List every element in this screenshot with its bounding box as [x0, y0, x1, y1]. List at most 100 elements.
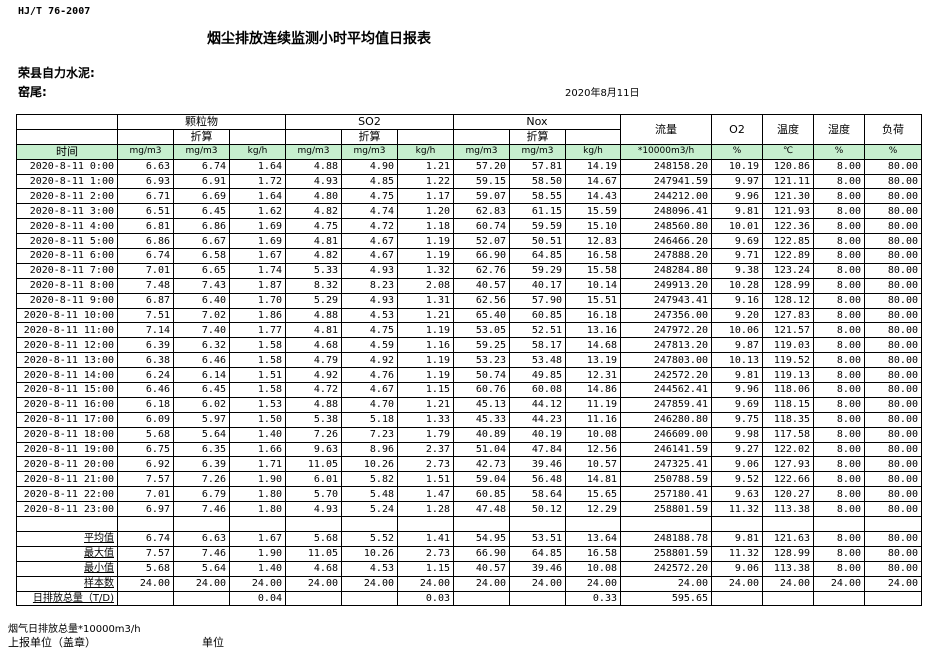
value-cell: 7.01: [117, 262, 174, 279]
value-cell: 66.90: [453, 545, 510, 562]
value-cell: 24.00: [620, 575, 712, 592]
value-cell: 7.46: [173, 501, 230, 518]
value-cell: 50.51: [509, 233, 566, 250]
unit-label: 单位: [202, 636, 224, 649]
value-cell: 9.97: [711, 173, 763, 190]
value-cell: 1.90: [229, 545, 286, 562]
value-cell: 4.76: [341, 367, 398, 384]
value-cell: 10.28: [711, 277, 763, 294]
company-name: 荣县自力水泥:: [18, 66, 95, 80]
value-cell: 4.72: [285, 382, 342, 398]
value-cell: 7.26: [285, 426, 342, 443]
value-cell: 16.58: [565, 248, 621, 264]
value-cell: 66.90: [453, 248, 510, 264]
value-cell: 1.69: [229, 218, 286, 235]
blank-cell: [16, 516, 118, 532]
value-cell: 11.32: [711, 501, 763, 518]
table-row: 2020-8-11 3:00 6.51 6.45 1.62 4.82 4.74 1.20 62…: [16, 203, 922, 220]
blank-cell: [117, 516, 174, 532]
value-cell: 80.00: [864, 233, 922, 250]
value-cell: 127.83: [762, 307, 814, 324]
value-cell: [453, 590, 510, 607]
value-cell: 6.39: [117, 337, 174, 354]
value-cell: 4.85: [341, 173, 398, 190]
value-cell: 24.00: [117, 575, 174, 592]
time-cell: 2020-8-11 0:00: [16, 158, 118, 175]
summary-row: 日排放总量（T/D) 0.04 0.03 0.33 595.65: [16, 590, 922, 607]
value-cell: 60.76: [453, 382, 510, 398]
time-cell: 2020-8-11 19:00: [16, 441, 118, 458]
value-cell: 119.52: [762, 352, 814, 369]
value-cell: 39.46: [509, 560, 566, 577]
value-cell: 5.97: [173, 411, 230, 428]
value-cell: 1.20: [397, 203, 454, 220]
value-cell: 4.88: [285, 158, 342, 175]
value-cell: 119.13: [762, 367, 814, 384]
value-cell: [117, 590, 174, 607]
value-cell: 8.00: [813, 248, 865, 264]
value-cell: 1.22: [397, 173, 454, 190]
value-cell: 4.92: [285, 367, 342, 384]
value-cell: 8.00: [813, 307, 865, 324]
value-cell: 1.80: [229, 486, 286, 503]
value-cell: 80.00: [864, 367, 922, 384]
value-cell: 242572.20: [620, 560, 712, 577]
value-cell: 53.05: [453, 322, 510, 339]
table-row: 2020-8-11 23:00 6.97 7.46 1.80 4.93 5.24 1.28 4…: [16, 501, 922, 518]
value-cell: 15.51: [565, 292, 621, 309]
table-row: 2020-8-11 20:00 6.92 6.39 1.71 11.05 10.26 2.7…: [16, 456, 922, 473]
value-cell: 249913.20: [620, 277, 712, 294]
value-cell: 6.74: [117, 248, 174, 264]
value-cell: 10.01: [711, 218, 763, 235]
unit-cell: mg/m3: [117, 143, 174, 160]
value-cell: 44.23: [509, 411, 566, 428]
value-cell: 80.00: [864, 396, 922, 413]
value-cell: 6.01: [285, 471, 342, 488]
value-cell: 246466.20: [620, 233, 712, 250]
value-cell: 6.87: [117, 292, 174, 309]
value-cell: 4.53: [341, 307, 398, 324]
time-cell: 2020-8-11 6:00: [16, 248, 118, 264]
value-cell: 80.00: [864, 277, 922, 294]
flue-total-label: 烟气日排放总量*10000m3/h: [8, 624, 141, 635]
value-cell: 121.63: [762, 530, 814, 547]
value-cell: 80.00: [864, 486, 922, 503]
value-cell: 2.73: [397, 456, 454, 473]
blank-cell: [285, 128, 342, 145]
value-cell: 1.28: [397, 501, 454, 518]
value-cell: 11.19: [565, 396, 621, 413]
value-cell: 246280.80: [620, 411, 712, 428]
unit-cell: %: [711, 143, 763, 160]
value-cell: 128.99: [762, 277, 814, 294]
value-cell: 122.66: [762, 471, 814, 488]
table-row: 2020-8-11 11:00 7.14 7.40 1.77 4.81 4.75 1.19 5…: [16, 322, 922, 339]
value-cell: 8.00: [813, 367, 865, 384]
converted-label: 折算: [341, 128, 398, 145]
value-cell: 24.00: [813, 575, 865, 592]
value-cell: 118.06: [762, 382, 814, 398]
value-cell: 80.00: [864, 456, 922, 473]
value-cell: 44.12: [509, 396, 566, 413]
value-cell: 242572.20: [620, 367, 712, 384]
value-cell: 40.57: [453, 560, 510, 577]
value-cell: 58.64: [509, 486, 566, 503]
value-cell: 9.06: [711, 456, 763, 473]
value-cell: 8.00: [813, 218, 865, 235]
value-cell: 64.85: [509, 248, 566, 264]
value-cell: 8.00: [813, 188, 865, 205]
value-cell: 24.00: [453, 575, 510, 592]
value-cell: 4.82: [285, 248, 342, 264]
value-cell: 40.57: [453, 277, 510, 294]
value-cell: 247943.41: [620, 292, 712, 309]
value-cell: 121.30: [762, 188, 814, 205]
value-cell: 4.90: [341, 158, 398, 175]
value-cell: [864, 590, 922, 607]
value-cell: 1.21: [397, 158, 454, 175]
value-cell: 14.19: [565, 158, 621, 175]
value-cell: 113.38: [762, 560, 814, 577]
value-cell: 80.00: [864, 441, 922, 458]
value-cell: 80.00: [864, 426, 922, 443]
table-row: 2020-8-11 22:00 7.01 6.79 1.80 5.70 5.48 1.47 6…: [16, 486, 922, 503]
value-cell: 248560.80: [620, 218, 712, 235]
value-cell: 6.69: [173, 188, 230, 205]
